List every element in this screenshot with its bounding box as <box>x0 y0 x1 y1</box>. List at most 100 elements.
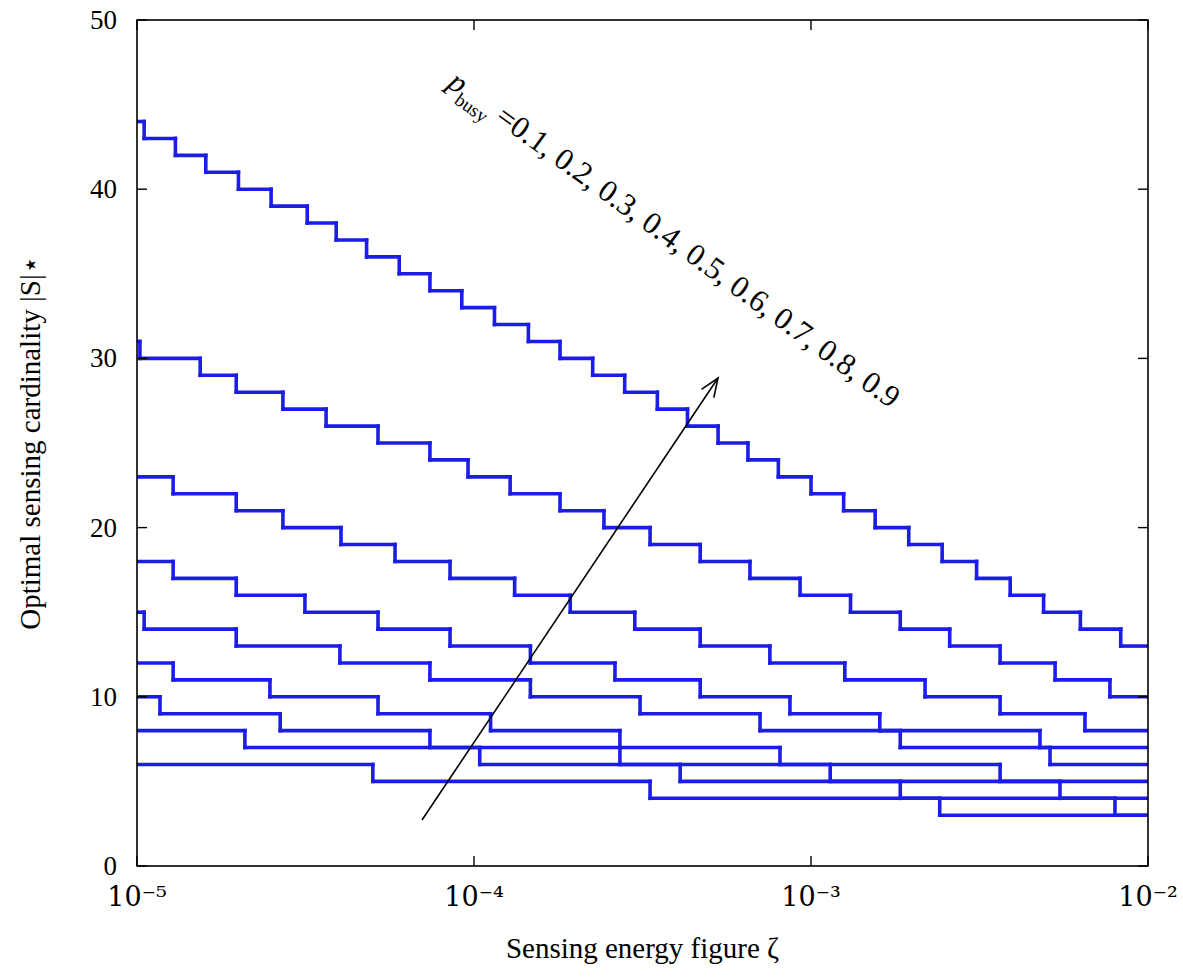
step-level <box>811 492 844 496</box>
series <box>137 764 1148 815</box>
step-riser <box>234 494 238 511</box>
step-riser <box>878 714 882 731</box>
step-riser <box>849 595 853 612</box>
step-level <box>700 695 790 699</box>
step-riser <box>171 663 175 680</box>
step-riser <box>324 409 328 426</box>
step-riser <box>768 646 772 663</box>
step-level <box>494 323 528 327</box>
step-level <box>1000 661 1055 665</box>
step-riser <box>1108 680 1112 697</box>
step-riser <box>448 629 452 646</box>
step-level <box>399 272 430 276</box>
y-tick-label: 20 <box>90 513 117 543</box>
step-level <box>283 407 326 411</box>
y-tick-label: 10 <box>90 682 117 712</box>
step-level <box>620 746 780 750</box>
step-riser <box>746 443 750 460</box>
step-level <box>900 746 1050 750</box>
step-level <box>480 763 680 767</box>
step-level <box>307 221 336 225</box>
step-level <box>341 543 395 547</box>
y-tick <box>1138 19 1148 20</box>
x-tick <box>810 20 811 30</box>
step-riser <box>397 257 401 274</box>
step-riser <box>613 663 617 680</box>
step-riser <box>428 443 432 460</box>
step-riser <box>842 494 846 511</box>
step-level <box>200 374 236 378</box>
step-riser <box>234 629 238 646</box>
step-level <box>450 644 530 648</box>
step-riser <box>428 274 432 291</box>
x-tick-label: 10⁻² <box>1118 881 1177 912</box>
x-tick <box>810 856 811 866</box>
step-riser <box>204 155 208 172</box>
step-riser <box>376 697 380 714</box>
step-level <box>925 695 1000 699</box>
y-tick <box>1138 358 1148 359</box>
step-level <box>851 610 901 614</box>
step-level <box>236 509 283 513</box>
step-riser <box>1048 748 1052 765</box>
step-level <box>1044 610 1081 614</box>
series <box>137 612 1148 764</box>
step-level <box>137 661 173 665</box>
step-level <box>650 543 700 547</box>
step-riser <box>243 731 247 748</box>
annotation-arrowhead <box>702 378 718 398</box>
y-tick <box>137 865 147 866</box>
step-riser <box>376 426 380 443</box>
step-riser <box>558 341 562 358</box>
step-level <box>560 357 593 361</box>
step-level <box>367 255 400 259</box>
x-tick-label: 10⁻⁴ <box>444 881 503 912</box>
step-level <box>173 492 236 496</box>
step-level <box>604 526 650 530</box>
step-riser <box>975 561 979 578</box>
step-level <box>950 644 1000 648</box>
step-level <box>271 204 307 208</box>
step-level <box>625 390 658 394</box>
step-riser <box>828 764 832 781</box>
step-level <box>430 458 468 462</box>
step-level <box>160 712 280 716</box>
step-level <box>680 780 900 784</box>
y-tick <box>137 188 147 189</box>
step-level <box>1080 627 1120 631</box>
step-level <box>173 678 270 682</box>
step-riser <box>633 612 637 629</box>
step-riser <box>1042 595 1046 612</box>
step-riser <box>998 646 1002 663</box>
step-level <box>650 797 940 801</box>
series <box>137 697 1148 799</box>
step-riser <box>305 206 309 223</box>
step-level <box>635 627 700 631</box>
step-level <box>378 441 430 445</box>
y-tick-label: 50 <box>90 5 117 35</box>
step-riser <box>698 629 702 646</box>
step-level <box>326 424 378 428</box>
x-tick <box>136 856 137 866</box>
step-riser <box>938 798 942 815</box>
step-riser <box>898 781 902 798</box>
step-riser <box>303 595 307 612</box>
step-riser <box>1119 629 1123 646</box>
step-riser <box>788 697 792 714</box>
step-level <box>137 560 173 564</box>
step-level <box>750 577 800 581</box>
y-tick <box>1138 527 1148 528</box>
step-riser <box>940 545 944 562</box>
step-level <box>1121 644 1148 648</box>
series <box>137 561 1148 747</box>
chart: 10⁻⁵10⁻⁴10⁻³10⁻²01020304050Sensing energ… <box>0 0 1183 978</box>
step-level <box>270 695 378 699</box>
step-level <box>790 712 880 716</box>
step-riser <box>698 680 702 697</box>
step-riser <box>478 748 482 765</box>
step-level <box>515 593 571 597</box>
step-level <box>770 661 845 665</box>
step-level <box>137 763 373 767</box>
step-level <box>450 577 515 581</box>
step-level <box>206 170 239 174</box>
